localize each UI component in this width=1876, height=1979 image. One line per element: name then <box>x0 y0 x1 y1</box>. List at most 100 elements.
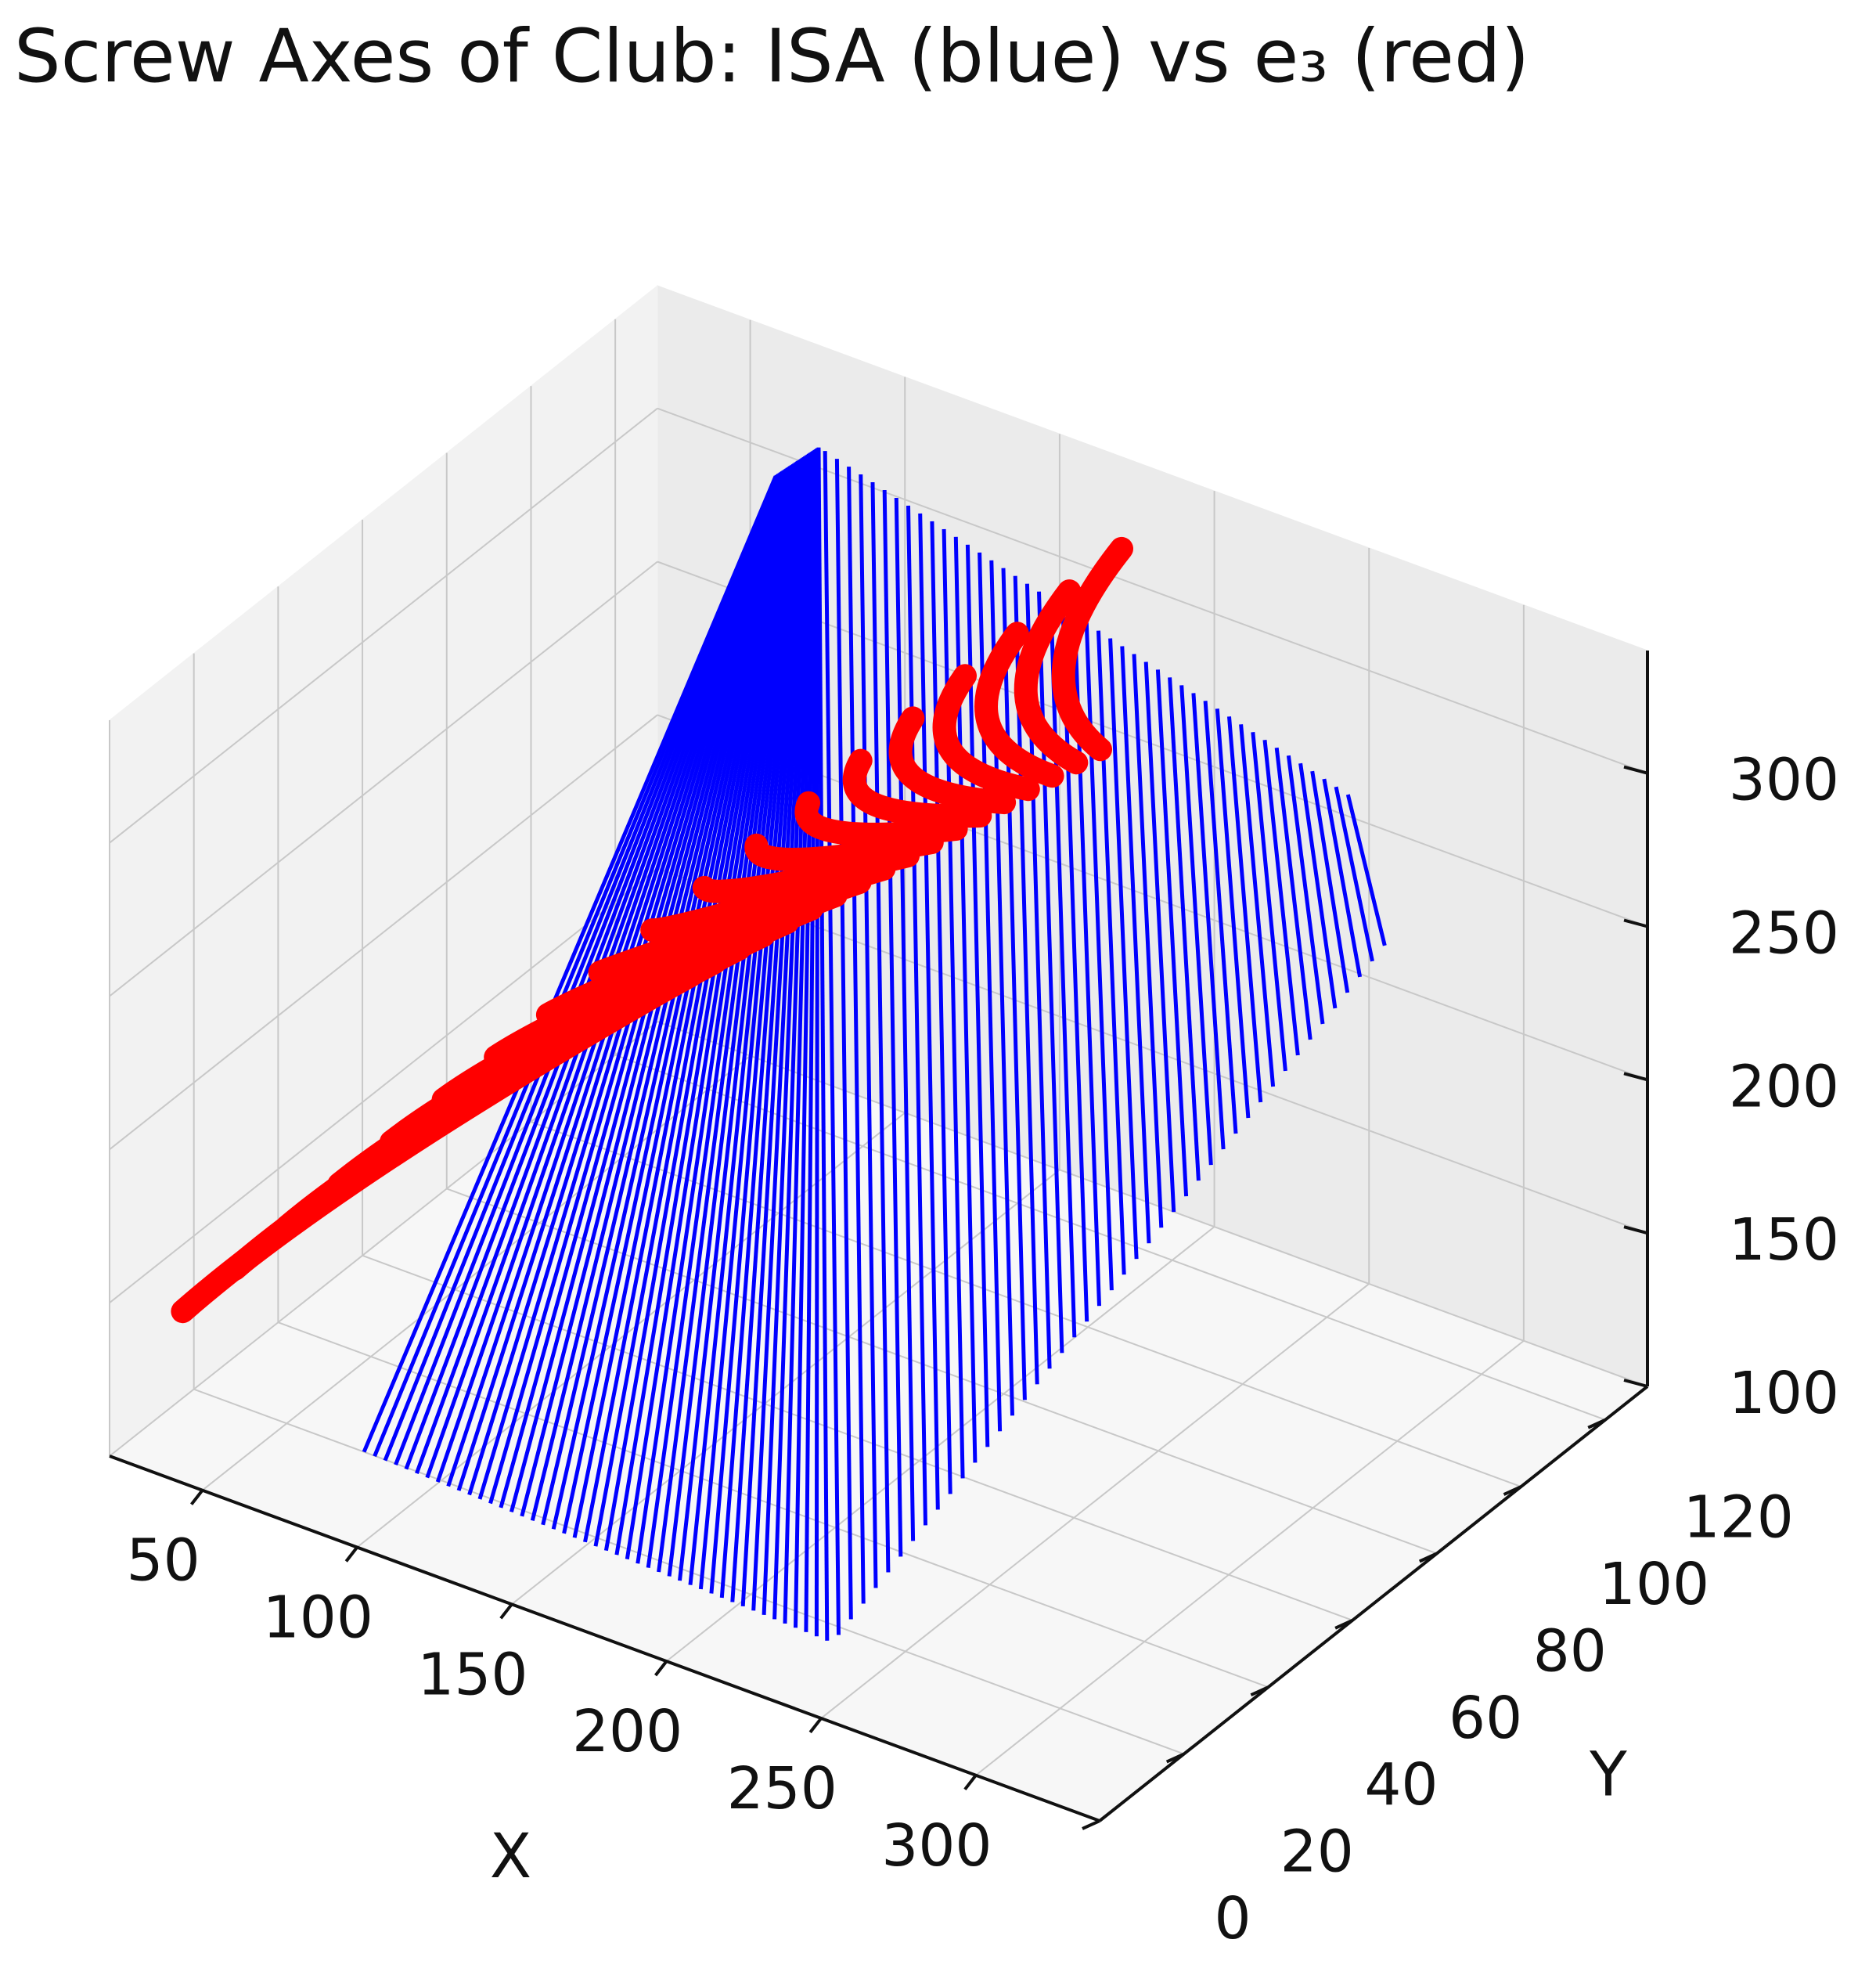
isa-segment <box>740 452 813 1607</box>
e3-arc <box>1014 579 1089 775</box>
x-axis-line <box>109 1455 1100 1822</box>
grid-line <box>193 1388 1185 1755</box>
isa-segment <box>906 505 927 1526</box>
isa-segment <box>1345 794 1387 946</box>
y-tick <box>1503 1485 1522 1496</box>
grid-line <box>665 1226 1215 1662</box>
y-tick <box>1082 1819 1100 1830</box>
x-tick <box>499 1603 513 1620</box>
grid-line <box>362 1254 1353 1621</box>
isa-segment <box>719 453 811 1599</box>
y-tick-label: 80 <box>1533 1618 1607 1685</box>
e3-arc <box>888 706 1017 815</box>
x-tick-label: 100 <box>263 1584 373 1652</box>
isa-segment <box>1251 731 1287 1072</box>
isa-segment <box>709 454 810 1594</box>
isa-segment <box>870 481 891 1573</box>
x-tick-label: 250 <box>727 1755 837 1822</box>
y-axis-line <box>1098 1385 1649 1822</box>
e3-arc <box>692 844 920 903</box>
isa-segment <box>1001 568 1027 1400</box>
y-axis-label: Y <box>1589 1740 1627 1811</box>
isa-segment <box>625 460 802 1560</box>
x-tick-label: 300 <box>881 1812 992 1880</box>
isa-segment <box>823 451 841 1635</box>
e3-arc <box>744 831 944 871</box>
isa-segment <box>1215 708 1251 1119</box>
grid-line <box>109 407 658 844</box>
grid-line <box>657 561 1648 928</box>
axis-lines <box>109 651 1649 1830</box>
z-tick <box>1623 1225 1648 1235</box>
isa-segment <box>1191 693 1226 1150</box>
grid-line <box>820 1283 1370 1719</box>
isa-segment <box>816 447 830 1641</box>
z-tick <box>1623 1072 1648 1082</box>
e3-arc <box>974 622 1064 788</box>
e3-arc <box>794 791 968 846</box>
isa-segment <box>646 458 805 1568</box>
isa-segment <box>373 474 779 1458</box>
isa-segment <box>562 463 797 1534</box>
grid-line <box>278 1321 1269 1689</box>
grid-line <box>657 407 1648 774</box>
isa-segment <box>804 449 819 1632</box>
isa-segment <box>603 460 801 1552</box>
x-tick <box>344 1546 358 1563</box>
isa-segment <box>1155 669 1189 1197</box>
isa-segment <box>678 456 807 1581</box>
y-tick <box>1418 1552 1438 1563</box>
isa-segment <box>794 449 818 1628</box>
y-tick-label: 60 <box>1449 1685 1522 1752</box>
y-tick <box>1250 1685 1269 1697</box>
z-tick <box>1623 1379 1648 1388</box>
isa-segment <box>1286 755 1325 1025</box>
isa-segment <box>1322 778 1363 978</box>
z-tick-label: 200 <box>1729 1053 1839 1120</box>
grid-line <box>109 561 658 997</box>
isa-segment <box>965 544 990 1447</box>
x-tick-label: 50 <box>127 1527 200 1595</box>
axis-labels: XY <box>490 1740 1627 1893</box>
isa-segment <box>572 463 798 1538</box>
grid-line <box>356 1112 906 1548</box>
isa-segment <box>698 455 809 1590</box>
isa-segment <box>730 452 812 1602</box>
isa-segment <box>614 460 801 1555</box>
x-tick <box>963 1774 978 1791</box>
grid-line <box>109 1021 658 1457</box>
isa-segment <box>751 452 814 1611</box>
isa-segment <box>1108 638 1139 1260</box>
grid-line <box>446 1188 1438 1555</box>
isa-segment <box>762 451 815 1616</box>
e3-arc <box>842 748 992 828</box>
isa-segment <box>1143 661 1176 1213</box>
isa-segment <box>394 474 781 1466</box>
isa-segment <box>362 475 778 1453</box>
y-tick-label: 20 <box>1280 1819 1354 1886</box>
isa-segment <box>1168 677 1201 1181</box>
isa-segment <box>859 474 878 1588</box>
isa-segment <box>1203 701 1238 1134</box>
y-tick-label: 120 <box>1683 1484 1794 1552</box>
isa-segment <box>1049 599 1077 1338</box>
grid-line <box>511 1169 1060 1606</box>
grid-line <box>109 867 658 1303</box>
x-tick-label: 200 <box>572 1698 682 1765</box>
grid-line <box>109 714 658 1151</box>
y-tick-label: 100 <box>1599 1551 1709 1618</box>
isa-segment <box>772 450 816 1620</box>
y-tick <box>1587 1418 1606 1429</box>
y-tick-label: 0 <box>1214 1885 1251 1952</box>
x-tick <box>654 1660 668 1677</box>
z-tick <box>1623 765 1648 775</box>
x-tick <box>190 1489 204 1505</box>
chart-title: Screw Axes of Club: ISA (blue) vs e₃ (re… <box>14 14 1530 99</box>
isa-segment <box>930 521 952 1494</box>
isa-segment <box>1310 770 1350 993</box>
x-axis-label: X <box>490 1822 531 1892</box>
isa-segment <box>1298 762 1338 1009</box>
isa-segment <box>1179 685 1213 1166</box>
tick-labels: 5010015020025030002040608010012010015020… <box>127 747 1839 1952</box>
isa-segment <box>894 497 916 1541</box>
